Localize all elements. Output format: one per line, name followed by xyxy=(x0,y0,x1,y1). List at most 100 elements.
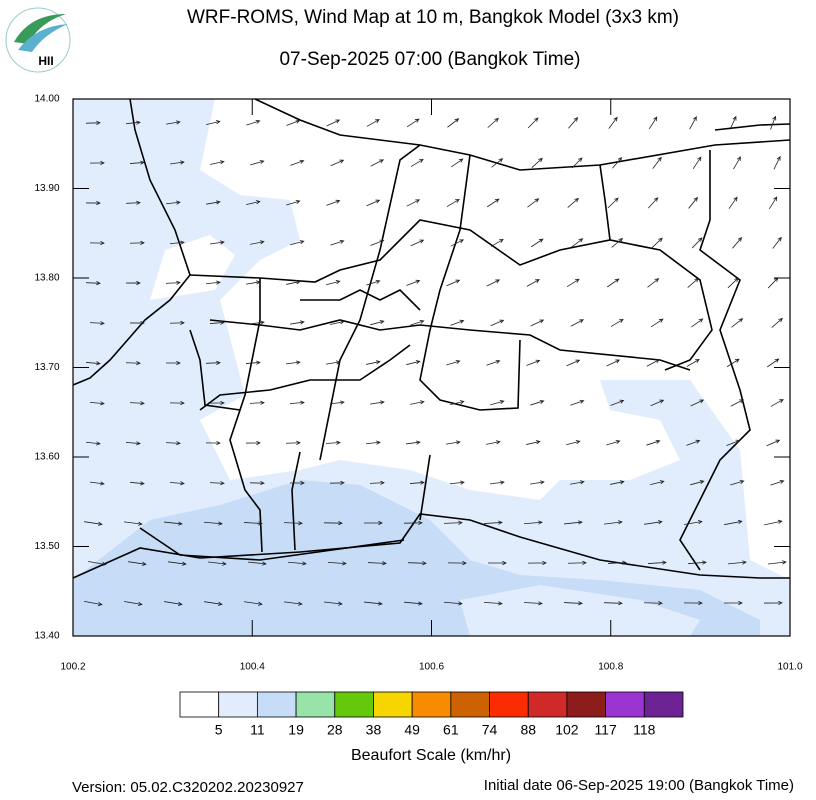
wind-arrow xyxy=(763,600,783,606)
wind-arrow xyxy=(647,197,659,209)
colorbar-level: 28 xyxy=(327,722,343,738)
wind-arrow xyxy=(724,519,743,526)
wind-arrow xyxy=(286,199,301,206)
wind-arrow xyxy=(611,237,624,248)
wind-arrow xyxy=(245,440,261,446)
wind-arrow xyxy=(768,196,778,210)
initial-date: Initial date 06-Sep-2025 19:00 (Bangkok … xyxy=(484,777,794,794)
wind-arrow xyxy=(246,119,261,126)
wind-arrow xyxy=(563,601,583,606)
wind-arrow xyxy=(566,440,581,446)
wind-arrow xyxy=(691,318,704,328)
wind-arrow xyxy=(89,240,105,246)
wind-arrow xyxy=(530,480,545,485)
wind-arrow xyxy=(690,480,705,486)
wind-arrow xyxy=(647,560,667,565)
wind-arrow xyxy=(326,199,341,206)
wind-arrow xyxy=(203,521,223,526)
wind-arrow xyxy=(245,360,261,365)
colorbar-level: 61 xyxy=(443,722,459,738)
wind-arrow xyxy=(568,116,579,129)
wind-arrow xyxy=(652,156,662,169)
wind-arrow xyxy=(530,238,544,248)
wind-arrow xyxy=(531,157,543,168)
wind-arrow xyxy=(443,601,463,606)
wind-arrow xyxy=(124,601,143,607)
wind-arrow xyxy=(650,318,664,328)
wind-arrow xyxy=(329,480,345,486)
wind-arrow xyxy=(205,280,221,285)
colorbar-level: 117 xyxy=(594,722,617,738)
wind-arrow xyxy=(85,120,101,126)
wind-arrow xyxy=(767,358,780,368)
wind-arrow xyxy=(527,198,540,208)
wind-arrow xyxy=(85,361,101,366)
wind-arrow xyxy=(730,479,745,486)
wind-arrow xyxy=(204,601,223,606)
wind-arrow xyxy=(324,601,343,606)
wind-arrow xyxy=(285,440,301,445)
wind-arrow xyxy=(486,279,501,287)
wind-arrow xyxy=(410,239,425,247)
wind-arrow xyxy=(209,400,225,406)
title: WRF-ROMS, Wind Map at 10 m, Bangkok Mode… xyxy=(187,7,679,28)
wind-arrow xyxy=(607,560,627,565)
wind-arrow xyxy=(129,240,145,245)
wind-arrow xyxy=(490,319,505,327)
wind-arrow xyxy=(325,440,341,445)
wind-arrow xyxy=(206,120,221,126)
wind-arrow xyxy=(129,401,145,406)
wind-arrow xyxy=(369,480,385,485)
wind-arrow xyxy=(490,400,505,406)
wind-arrow xyxy=(527,560,547,566)
wind-arrow xyxy=(450,239,465,247)
wind-arrow xyxy=(526,440,541,445)
wind-arrow xyxy=(764,519,783,526)
wind-arrow xyxy=(249,400,265,405)
wind-arrow xyxy=(128,561,147,566)
x-tick-label: 100.4 xyxy=(240,662,265,673)
wind-arrow xyxy=(691,237,703,249)
wind-arrow xyxy=(330,239,345,246)
wind-arrow xyxy=(409,480,425,485)
wind-arrow xyxy=(689,116,697,130)
wind-arrow xyxy=(683,600,703,606)
wind-arrow xyxy=(406,440,421,445)
colorbar-level: 19 xyxy=(288,722,304,738)
wind-arrow xyxy=(687,277,700,288)
wind-arrow xyxy=(491,158,504,168)
wind-arrow xyxy=(770,479,785,486)
wind-arrow xyxy=(129,320,145,326)
wind-arrow xyxy=(85,281,101,286)
colorbar-box xyxy=(527,691,568,718)
wind-arrow xyxy=(88,561,107,566)
wind-arrow xyxy=(604,520,623,525)
colorbar-box xyxy=(179,691,220,718)
x-tick-label: 100.6 xyxy=(419,662,444,673)
wind-arrow xyxy=(168,561,187,566)
wind-arrow xyxy=(85,200,101,206)
colorbar-level: 118 xyxy=(633,722,656,738)
wind-arrow xyxy=(490,238,504,247)
wind-arrow xyxy=(367,561,387,566)
wind-arrow xyxy=(646,439,661,446)
colorbar-level: 11 xyxy=(250,722,265,738)
wind-arrow xyxy=(731,318,744,328)
wind-arrow xyxy=(286,119,301,126)
wind-arrow xyxy=(89,160,105,166)
wind-arrow xyxy=(125,200,141,205)
wind-arrow xyxy=(366,199,381,207)
wind-arrow xyxy=(366,279,381,286)
wind-arrow xyxy=(526,359,541,366)
wind-arrow xyxy=(486,359,501,366)
wind-arrow xyxy=(365,440,381,445)
wind-arrow xyxy=(730,399,745,407)
wind-arrow xyxy=(165,200,181,205)
wind-arrow xyxy=(250,320,265,325)
wind-arrow xyxy=(567,560,587,565)
wind-arrow xyxy=(243,521,263,526)
wind-arrow xyxy=(727,277,739,289)
x-tick-label: 100.2 xyxy=(60,662,85,673)
wind-arrow xyxy=(370,239,385,246)
wind-arrow xyxy=(169,400,185,406)
